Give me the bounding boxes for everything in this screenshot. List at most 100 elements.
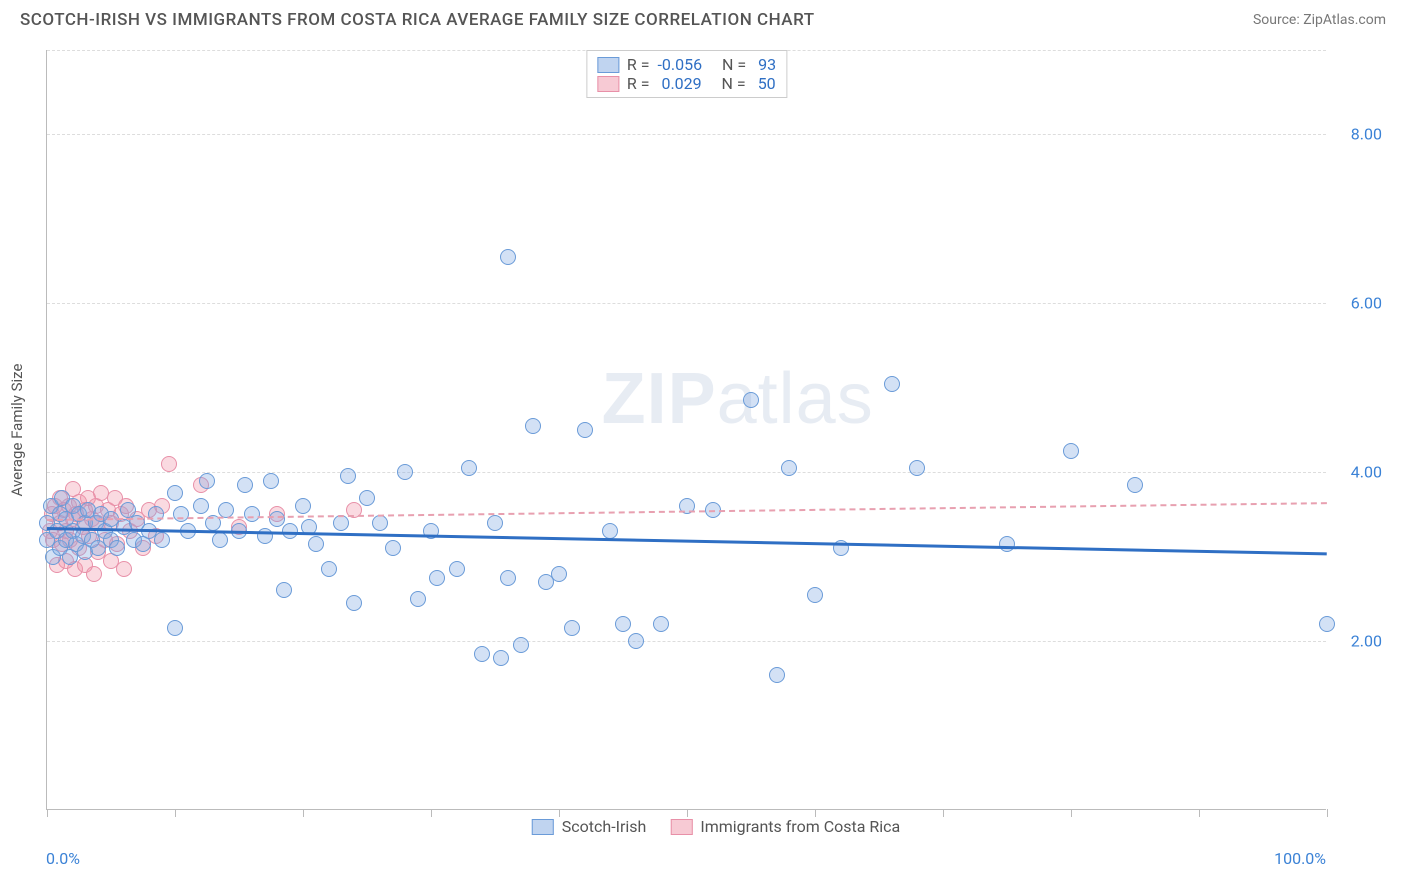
data-point bbox=[161, 456, 177, 472]
data-point bbox=[237, 477, 253, 493]
legend-r-value: -0.056 bbox=[657, 55, 702, 74]
data-point bbox=[86, 566, 102, 582]
gridline-h bbox=[47, 472, 1326, 473]
data-point bbox=[551, 566, 567, 582]
data-point bbox=[257, 528, 273, 544]
data-point bbox=[474, 646, 490, 662]
data-point bbox=[116, 561, 132, 577]
data-point bbox=[346, 595, 362, 611]
y-tick-label: 6.00 bbox=[1351, 294, 1382, 313]
gridline-h bbox=[47, 134, 1326, 135]
chart-container: Average Family Size ZIPatlas R =-0.056 N… bbox=[46, 50, 1386, 840]
data-point bbox=[308, 536, 324, 552]
data-point bbox=[385, 540, 401, 556]
series-legend: Scotch-Irish Immigrants from Costa Rica bbox=[532, 817, 900, 836]
plot-area: Average Family Size ZIPatlas R =-0.056 N… bbox=[46, 50, 1326, 810]
legend-swatch bbox=[597, 57, 619, 73]
gridline-h bbox=[47, 641, 1326, 642]
data-point bbox=[628, 633, 644, 649]
x-tick-mark bbox=[943, 809, 944, 817]
data-point bbox=[148, 506, 164, 522]
legend-item: Immigrants from Costa Rica bbox=[670, 817, 900, 836]
y-tick-label: 8.00 bbox=[1351, 125, 1382, 144]
data-point bbox=[429, 570, 445, 586]
data-point bbox=[167, 485, 183, 501]
data-point bbox=[333, 515, 349, 531]
data-point bbox=[577, 422, 593, 438]
data-point bbox=[212, 532, 228, 548]
data-point bbox=[1319, 616, 1335, 632]
data-point bbox=[276, 582, 292, 598]
data-point bbox=[999, 536, 1015, 552]
y-tick-label: 2.00 bbox=[1351, 632, 1382, 651]
legend-r-label: R = bbox=[627, 55, 650, 74]
x-tick-mark bbox=[175, 809, 176, 817]
x-tick-mark bbox=[47, 809, 48, 817]
data-point bbox=[193, 498, 209, 514]
data-point bbox=[263, 473, 279, 489]
x-axis-max-label: 100.0% bbox=[1274, 849, 1326, 868]
x-tick-mark bbox=[303, 809, 304, 817]
data-point bbox=[743, 392, 759, 408]
data-point bbox=[461, 460, 477, 476]
watermark: ZIPatlas bbox=[602, 358, 874, 440]
data-point bbox=[525, 418, 541, 434]
legend-row: R = 0.029 N = 50 bbox=[597, 74, 776, 93]
data-point bbox=[500, 570, 516, 586]
trend-line bbox=[47, 527, 1327, 555]
data-point bbox=[513, 637, 529, 653]
data-point bbox=[199, 473, 215, 489]
x-tick-mark bbox=[1199, 809, 1200, 817]
data-point bbox=[321, 561, 337, 577]
legend-series-label: Scotch-Irish bbox=[562, 817, 647, 836]
x-tick-mark bbox=[559, 809, 560, 817]
data-point bbox=[487, 515, 503, 531]
x-tick-mark bbox=[431, 809, 432, 817]
data-point bbox=[410, 591, 426, 607]
data-point bbox=[884, 376, 900, 392]
legend-r-value: 0.029 bbox=[657, 74, 701, 93]
data-point bbox=[372, 515, 388, 531]
legend-n-label: N = bbox=[710, 55, 746, 74]
legend-n-value: 93 bbox=[754, 55, 776, 74]
legend-series-label: Immigrants from Costa Rica bbox=[700, 817, 900, 836]
legend-swatch bbox=[670, 819, 692, 835]
data-point bbox=[807, 587, 823, 603]
chart-title: SCOTCH-IRISH VS IMMIGRANTS FROM COSTA RI… bbox=[20, 10, 815, 30]
data-point bbox=[449, 561, 465, 577]
gridline-h bbox=[47, 303, 1326, 304]
x-tick-mark bbox=[1327, 809, 1328, 817]
data-point bbox=[781, 460, 797, 476]
legend-n-label: N = bbox=[710, 74, 746, 93]
x-tick-mark bbox=[687, 809, 688, 817]
legend-r-label: R = bbox=[627, 74, 650, 93]
legend-swatch bbox=[597, 76, 619, 92]
y-axis-label: Average Family Size bbox=[8, 363, 26, 496]
data-point bbox=[564, 620, 580, 636]
x-tick-mark bbox=[1071, 809, 1072, 817]
legend-item: Scotch-Irish bbox=[532, 817, 647, 836]
data-point bbox=[602, 523, 618, 539]
data-point bbox=[1127, 477, 1143, 493]
x-axis-min-label: 0.0% bbox=[46, 849, 80, 868]
y-tick-label: 4.00 bbox=[1351, 463, 1382, 482]
data-point bbox=[295, 498, 311, 514]
source-label: Source: ZipAtlas.com bbox=[1253, 12, 1386, 28]
data-point bbox=[500, 249, 516, 265]
data-point bbox=[1063, 443, 1079, 459]
legend-n-value: 50 bbox=[754, 74, 776, 93]
correlation-legend: R =-0.056 N = 93R = 0.029 N = 50 bbox=[586, 50, 787, 98]
data-point bbox=[909, 460, 925, 476]
data-point bbox=[359, 490, 375, 506]
data-point bbox=[244, 506, 260, 522]
data-point bbox=[269, 511, 285, 527]
data-point bbox=[615, 616, 631, 632]
legend-row: R = -0.056 N = 93 bbox=[597, 55, 776, 74]
data-point bbox=[493, 650, 509, 666]
data-point bbox=[340, 468, 356, 484]
data-point bbox=[154, 532, 170, 548]
data-point bbox=[109, 540, 125, 556]
data-point bbox=[769, 667, 785, 683]
legend-swatch bbox=[532, 819, 554, 835]
data-point bbox=[173, 506, 189, 522]
